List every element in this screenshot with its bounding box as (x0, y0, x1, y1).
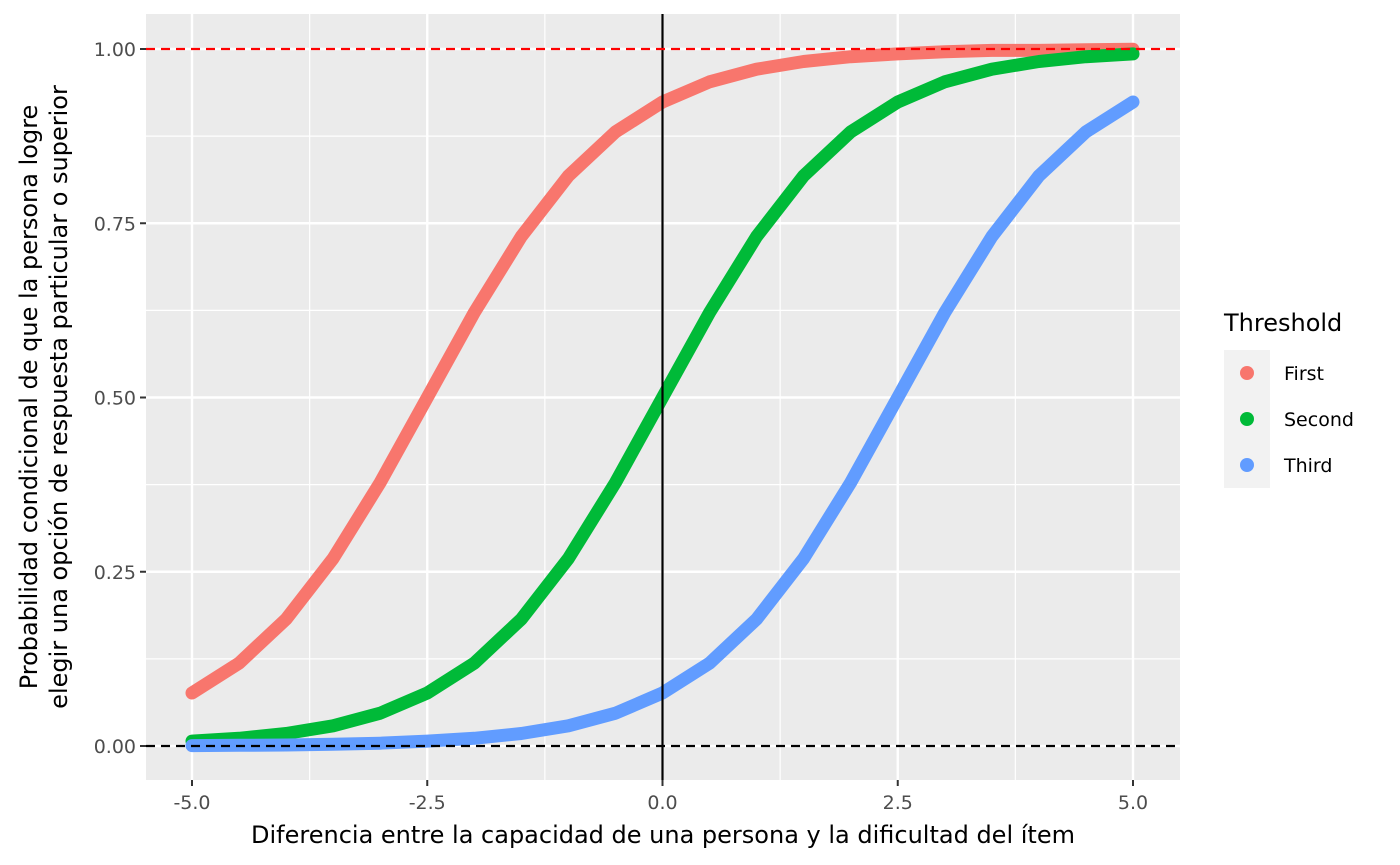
reference-lines (146, 14, 1180, 780)
x-tick-label: 2.5 (883, 792, 913, 814)
legend-title: Threshold (1223, 309, 1342, 337)
y-tick-label: 0.75 (94, 213, 136, 235)
legend-label-first: First (1284, 363, 1324, 385)
legend-label-third: Third (1283, 455, 1332, 477)
x-tick-label: 0.0 (647, 792, 677, 814)
legend-key-second (1240, 412, 1254, 426)
y-axis-title-line-2: elegir una opción de respuesta particula… (45, 85, 73, 709)
y-axis-title: Probabilidad condicional de que la perso… (15, 85, 73, 709)
y-axis-title-line-1: Probabilidad condicional de que la perso… (15, 105, 43, 690)
legend-key-third (1240, 458, 1254, 472)
legend: Threshold First Second Third (1223, 309, 1354, 488)
y-tick-label: 1.00 (94, 39, 136, 61)
legend-label-second: Second (1284, 409, 1354, 431)
y-tick-label: 0.00 (94, 736, 136, 758)
x-axis: -5.0 -2.5 0.0 2.5 5.0 (173, 780, 1148, 814)
x-tick-label: 5.0 (1118, 792, 1148, 814)
y-tick-label: 0.25 (94, 562, 136, 584)
x-axis-title: Diferencia entre la capacidad de una per… (251, 821, 1075, 849)
y-tick-label: 0.50 (94, 388, 136, 410)
legend-key-first (1240, 366, 1254, 380)
x-tick-label: -2.5 (409, 792, 446, 814)
y-axis: 0.00 0.25 0.50 0.75 1.00 (94, 39, 146, 758)
x-tick-label: -5.0 (173, 792, 210, 814)
